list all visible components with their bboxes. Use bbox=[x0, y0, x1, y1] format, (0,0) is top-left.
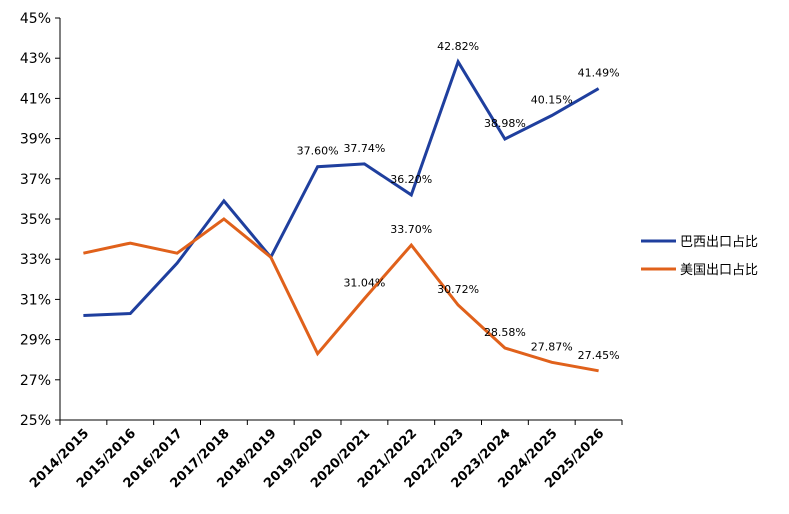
y-tick-label: 25% bbox=[20, 413, 51, 429]
axes bbox=[59, 18, 622, 421]
data-label: 42.82% bbox=[437, 40, 479, 53]
series-line-1 bbox=[83, 58, 600, 317]
data-label: 27.87% bbox=[531, 340, 573, 353]
data-label: 38.98% bbox=[484, 117, 526, 130]
data-label: 28.58% bbox=[484, 326, 526, 339]
y-tick-label: 27% bbox=[20, 373, 51, 389]
legend-label: 美国出口占比 bbox=[680, 263, 758, 278]
data-label: 40.15% bbox=[531, 93, 573, 106]
y-tick-label: 43% bbox=[20, 51, 51, 67]
data-labels: 37.60% 37.74% 36.20% 42.82% 38.98% 40.15% 41.4… bbox=[297, 40, 620, 362]
data-label: 30.72% bbox=[437, 283, 479, 296]
data-label: 36.20% bbox=[390, 173, 432, 186]
data-label: 37.74% bbox=[343, 142, 385, 155]
y-tick-label: 39% bbox=[20, 132, 51, 148]
series-line-2 bbox=[83, 217, 599, 373]
data-label: 33.70% bbox=[390, 223, 432, 236]
y-tick-label: 33% bbox=[20, 252, 51, 268]
legend-label: 巴西出口占比 bbox=[680, 235, 758, 250]
data-label: 31.04% bbox=[343, 277, 385, 290]
y-tick-label: 37% bbox=[20, 172, 51, 188]
data-label: 37.60% bbox=[297, 145, 339, 158]
y-tick-label: 31% bbox=[20, 292, 51, 308]
data-label: 41.49% bbox=[578, 67, 620, 80]
x-axis-ticks: 2014/20152015/20162016/20172017/20182018… bbox=[27, 420, 623, 491]
y-tick-label: 29% bbox=[20, 333, 51, 349]
y-axis-ticks: 25% 27% 29% 31% 33% 35% 37% 39% 41% 43% 45% bbox=[20, 11, 60, 429]
y-tick-label: 45% bbox=[20, 11, 51, 27]
y-tick-label: 35% bbox=[20, 212, 51, 228]
series-lines bbox=[83, 58, 600, 373]
y-tick-label: 41% bbox=[20, 91, 51, 107]
data-label: 27.45% bbox=[578, 349, 620, 362]
